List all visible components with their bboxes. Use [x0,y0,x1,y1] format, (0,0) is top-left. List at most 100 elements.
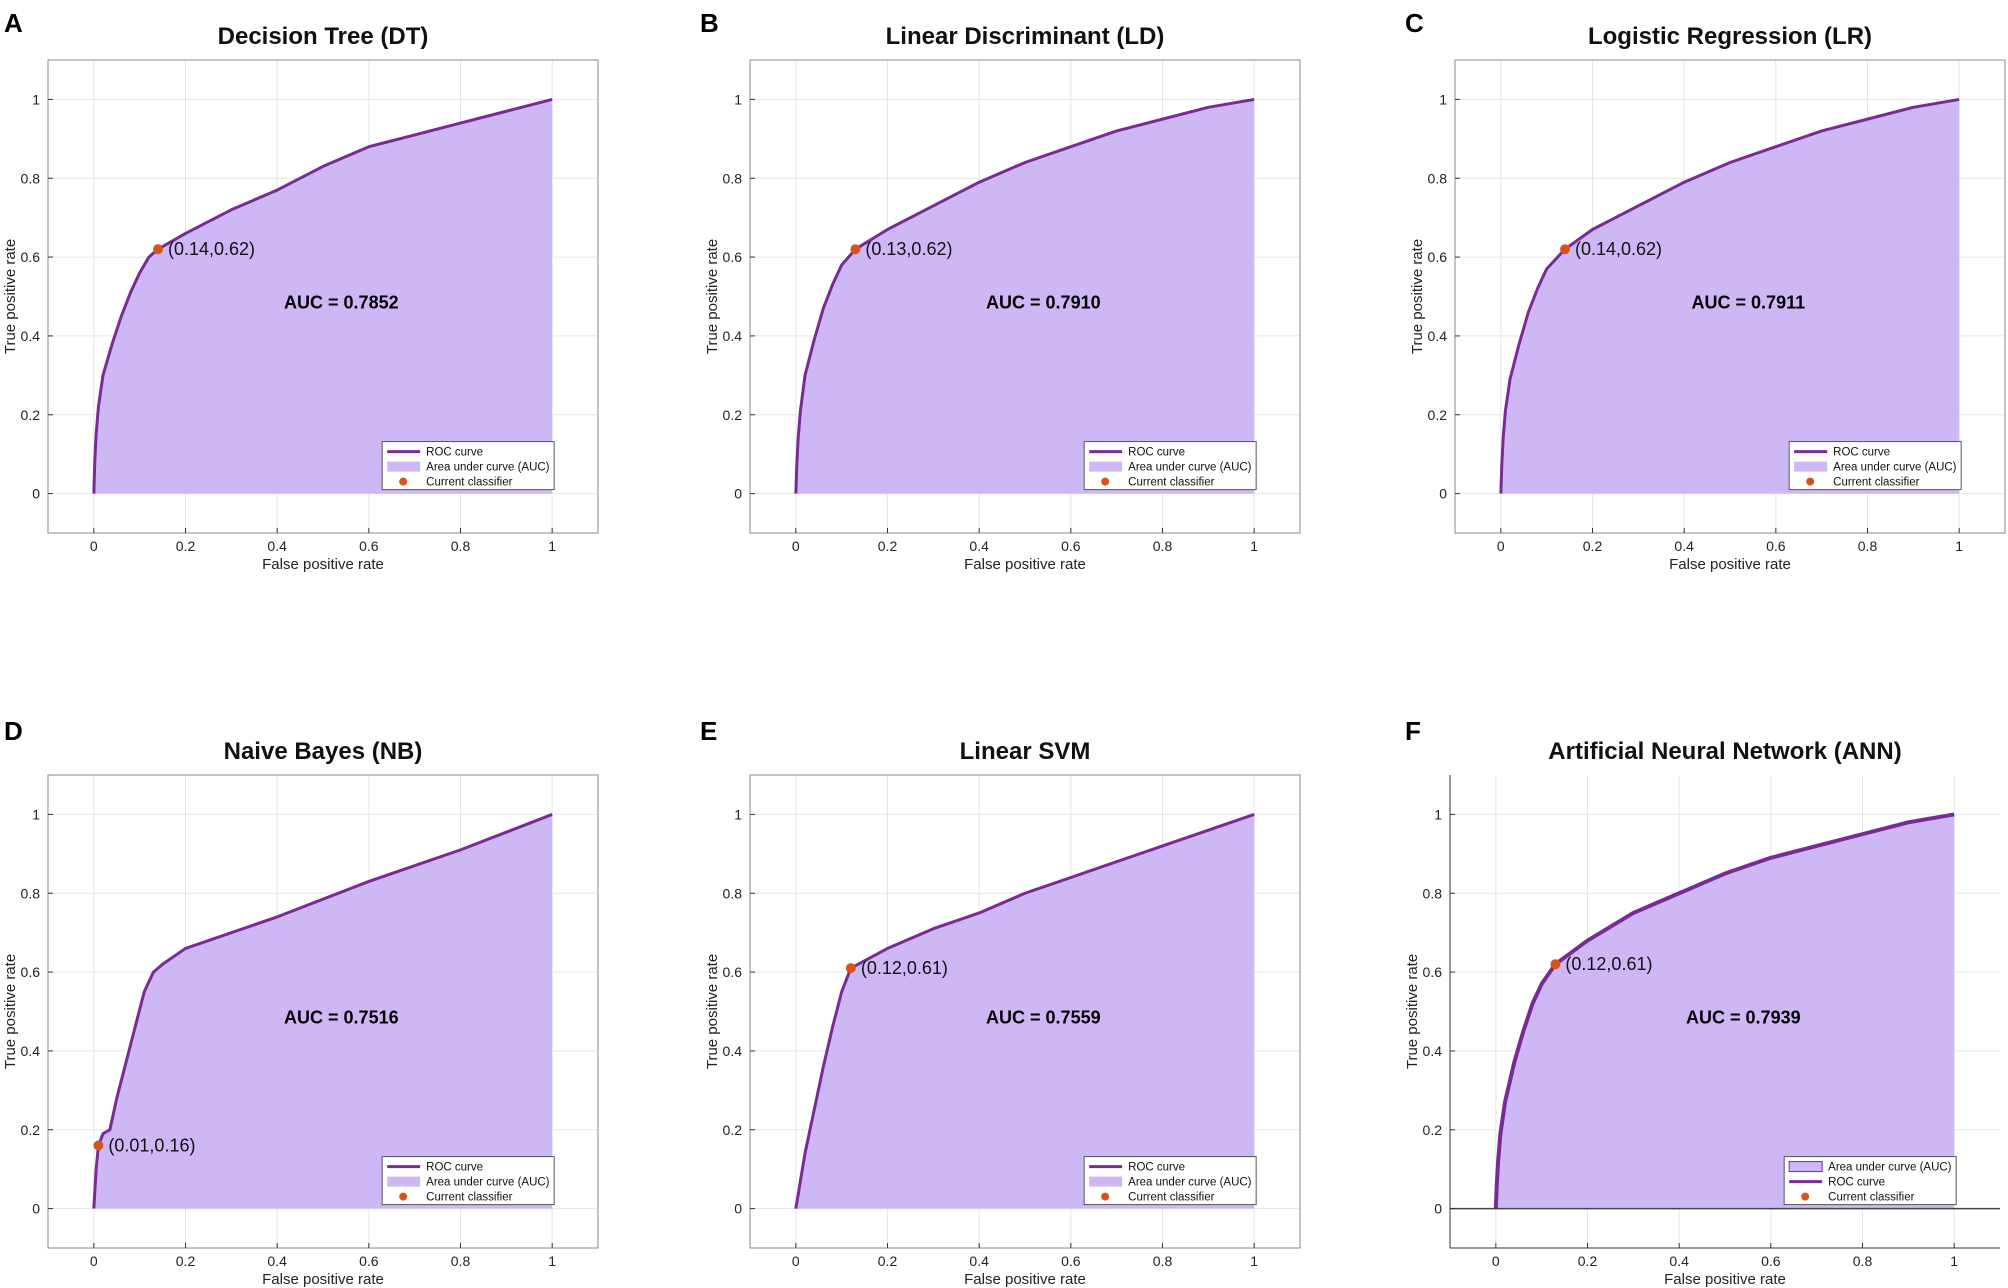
y-tick-label: 0.6 [1428,249,1448,265]
x-tick-label: 0.4 [267,1253,287,1269]
y-tick-label: 0.4 [723,1043,743,1059]
current-classifier-point [153,244,163,255]
legend: ROC curve Area under curve (AUC) Current c… [1788,441,1962,491]
x-axis-label: False positive rate [964,556,1086,573]
y-tick-label: 0.8 [1423,885,1443,901]
y-tick-label: 0.8 [723,885,743,901]
legend-label-area: Area under curve (AUC) [1128,462,1252,474]
x-tick-label: 0.2 [1578,1253,1598,1269]
panel-b: B Linear Discriminant (LD) 0 0.2 0.4 0.6 0.8 1 0… [700,8,1301,573]
panel-a: A Decision Tree (DT) 0 0.2 0.4 0.6 0.8 1 0 0.2 0.4… [2,8,599,573]
y-axis-label: True positive rate [1409,239,1426,354]
y-tick-label: 1 [1439,91,1447,107]
y-tick-label: 0.8 [723,170,743,186]
auc-area [93,814,553,1209]
legend-point-swatch [1801,1192,1810,1201]
auc-label: AUC = 0.7516 [284,1007,399,1027]
legend-label-point: Current classifier [1833,477,1919,489]
auc-label: AUC = 0.7852 [284,292,399,312]
y-tick-label: 0.6 [21,964,41,980]
panel-letter: D [4,716,23,746]
legend-label-point: Current classifier [426,1192,512,1204]
x-tick-label: 1 [1250,1253,1258,1269]
x-tick-label: 0 [1492,1253,1500,1269]
legend-point-swatch [399,1192,408,1201]
x-tick-label: 0.2 [878,1253,898,1269]
legend-label-point: Current classifier [1828,1192,1914,1204]
auc-label: AUC = 0.7911 [1692,292,1806,312]
legend-label-roc: ROC curve [426,1162,483,1174]
point-label: (0.01,0.16) [108,1136,195,1156]
y-tick-label: 0.6 [1423,964,1443,980]
x-tick-label: 0.8 [451,1253,471,1269]
panel-letter: B [700,8,719,38]
y-axis-label: True positive rate [704,239,721,354]
x-tick-label: 0 [792,1253,800,1269]
y-axis-label: True positive rate [2,239,19,354]
panel-letter: A [4,8,23,38]
panel-title: Decision Tree (DT) [218,23,429,50]
x-tick-label: 0.4 [969,538,989,554]
y-tick-label: 1 [32,91,40,107]
y-tick-label: 0.4 [1428,328,1448,344]
auc-label: AUC = 0.7910 [986,292,1101,312]
x-tick-label: 0.2 [176,538,196,554]
y-tick-label: 0.2 [21,1122,41,1138]
x-tick-label: 0.2 [176,1253,196,1269]
x-tick-label: 0.8 [451,538,471,554]
panel-letter: E [700,716,717,746]
auc-area [1495,814,1955,1209]
legend: ROC curve Area under curve (AUC) Current c… [381,1156,555,1206]
roc-curve [92,97,553,494]
x-tick-label: 0.4 [1669,1253,1689,1269]
x-axis-label: False positive rate [262,1271,384,1288]
legend-area-swatch [1089,1176,1123,1187]
current-classifier-point [1550,959,1561,970]
auc-area [93,99,553,494]
point-label: (0.13,0.62) [865,239,952,259]
legend: ROC curve Area under curve (AUC) Current c… [1083,1156,1257,1206]
panel-d: D Naive Bayes (NB) 0 0.2 0.4 0.6 0.8 1 0 0.2 0.4 0.… [2,716,599,1288]
x-axis-label: False positive rate [1664,1271,1786,1288]
y-tick-label: 1 [1434,806,1442,822]
panel-c: C Logistic Regression (LR) 0 0.2 0.4 0.6 0.8 1 0… [1405,8,2006,573]
y-tick-label: 0 [1439,486,1447,502]
legend-label-point: Current classifier [426,477,512,489]
current-classifier-point [1560,244,1570,255]
legend-label-roc: ROC curve [1128,1162,1185,1174]
x-tick-label: 0.4 [267,538,287,554]
x-tick-label: 0 [792,538,800,554]
point-label: (0.12,0.61) [861,958,948,978]
current-classifier-point [845,963,856,974]
panel-letter: C [1405,8,1424,38]
axes-box [47,774,599,1249]
legend-point-swatch [1806,477,1815,486]
y-axis-label: True positive rate [2,954,19,1069]
y-tick-label: 0.8 [1428,170,1448,186]
axes-box [749,59,1301,534]
y-tick-label: 0.2 [723,1122,743,1138]
panel-title: Linear SVM [960,738,1091,765]
x-tick-label: 0 [1497,538,1505,554]
roc-curve [794,812,1255,1209]
legend-label-roc: ROC curve [1828,1177,1885,1189]
axes-box [1454,59,2006,534]
y-tick-label: 0.4 [723,328,743,344]
legend-label-area: Area under curve (AUC) [1128,1177,1252,1189]
x-tick-label: 0.2 [1583,538,1603,554]
y-tick-label: 0 [32,1201,40,1217]
panel-title: Linear Discriminant (LD) [886,23,1165,50]
y-tick-label: 0.4 [1423,1043,1443,1059]
point-label: (0.14,0.62) [1575,239,1662,259]
legend-area-swatch [387,461,421,472]
legend-label-roc: ROC curve [1128,447,1185,459]
y-tick-label: 0 [1434,1201,1442,1217]
y-tick-label: 0.6 [21,249,41,265]
axes-box [47,59,599,534]
legend-area-swatch [1794,461,1828,472]
y-tick-label: 0.2 [723,407,743,423]
y-tick-label: 1 [734,806,742,822]
x-axis-label: False positive rate [262,556,384,573]
x-tick-label: 1 [548,538,556,554]
panel-letter: F [1405,716,1421,746]
